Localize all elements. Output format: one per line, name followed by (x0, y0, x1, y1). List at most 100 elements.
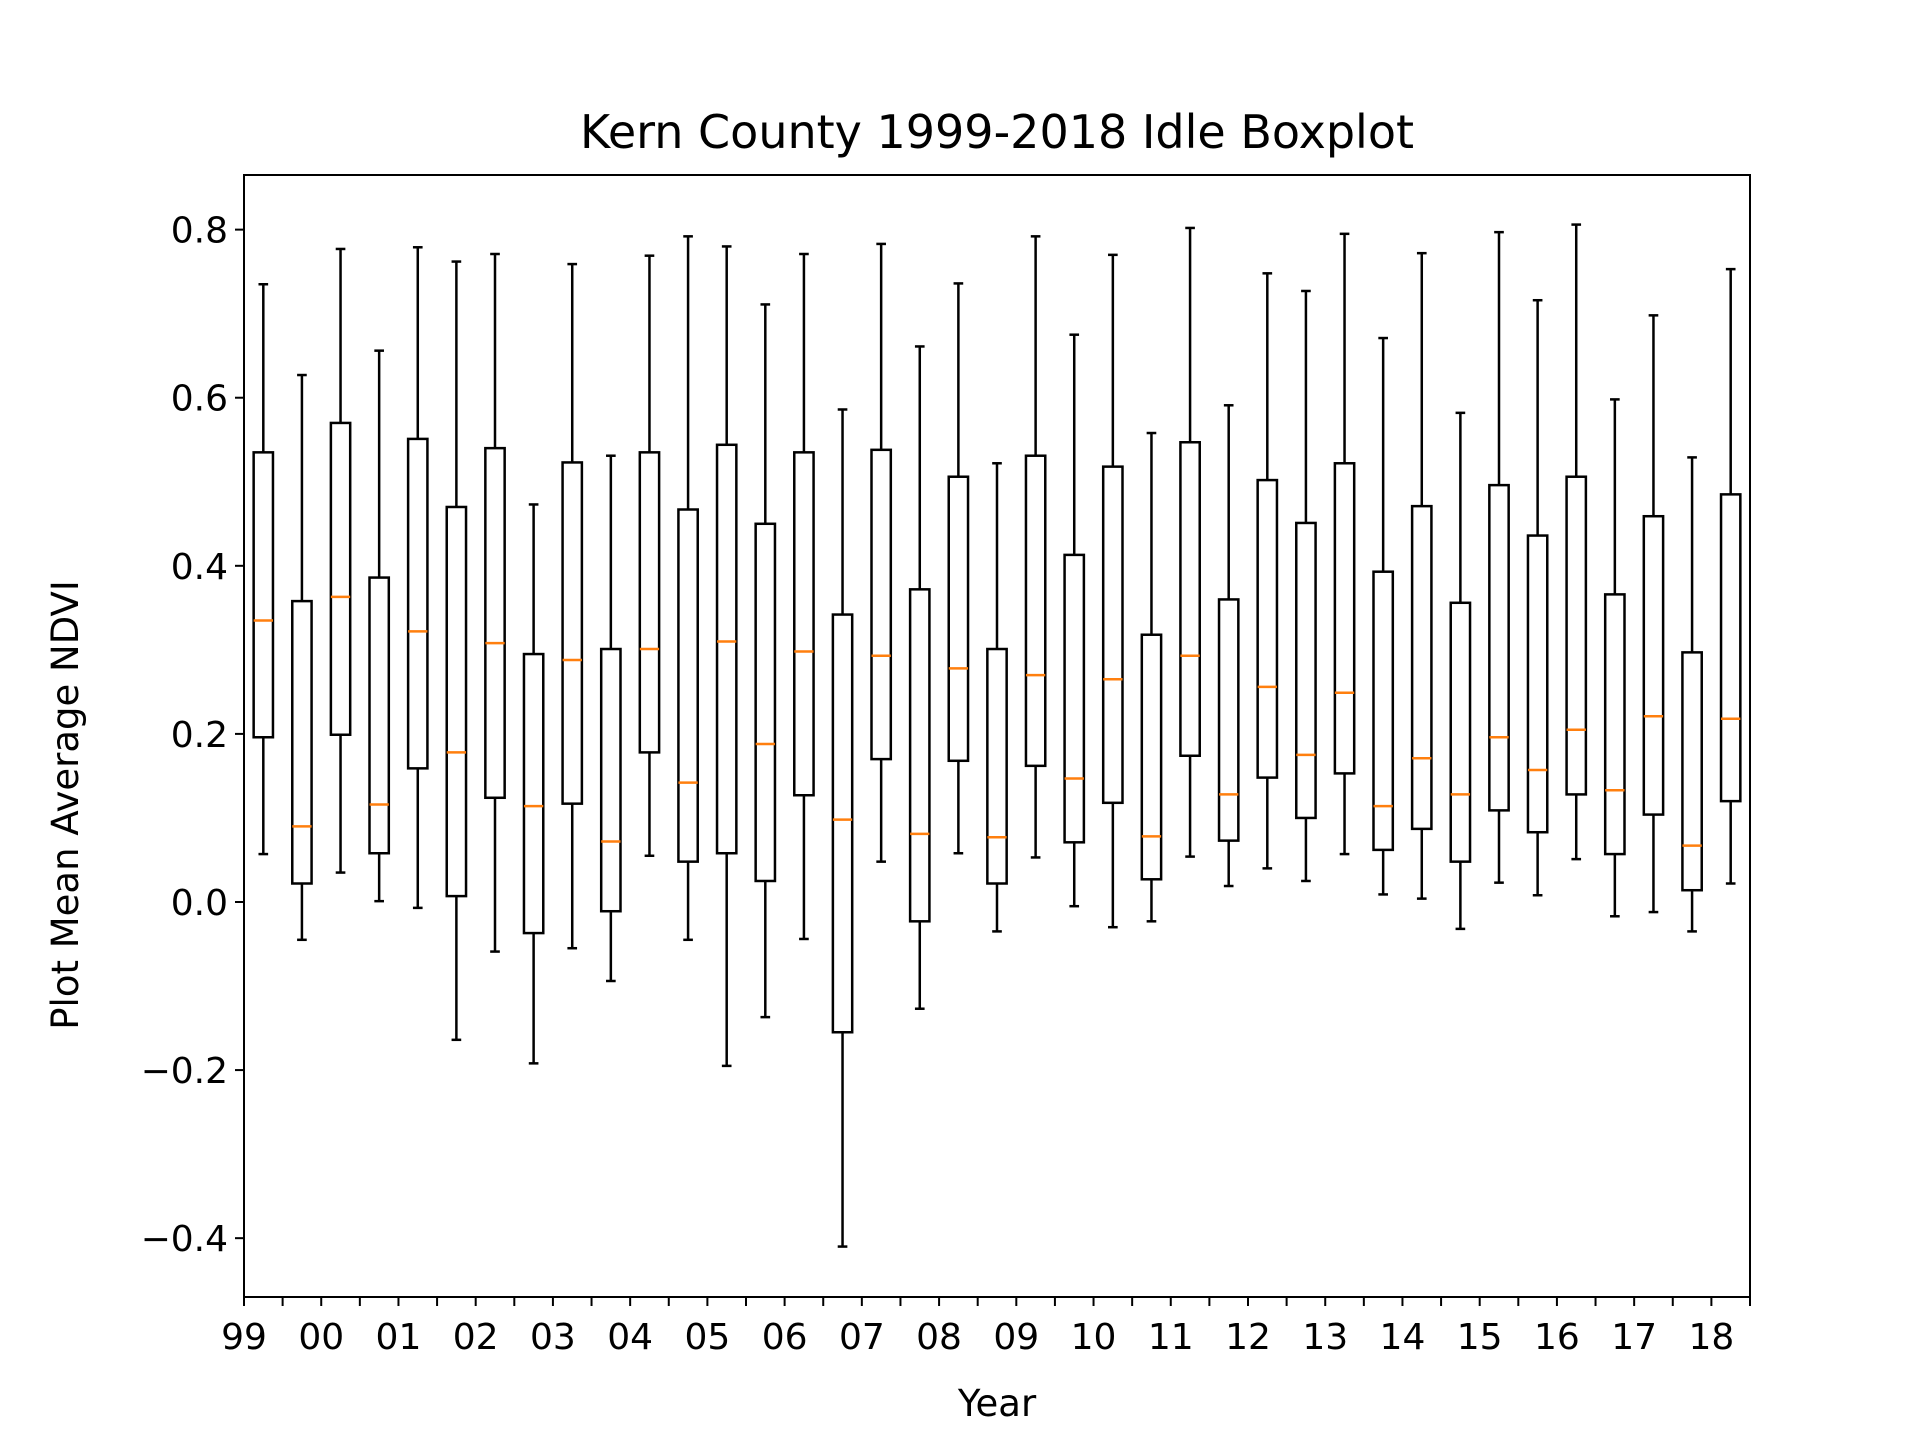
x-tick-label: 16 (1534, 1317, 1580, 1358)
box-12 (677, 235, 699, 942)
x-axis-ticks: 99 00 01 02 03 04 05 06 07 08 09 10 11 12 13 14 15 16 17 18 (221, 1297, 1751, 1358)
box-34 (1526, 298, 1549, 897)
x-tick-label: 08 (916, 1317, 962, 1358)
x-tick-label: 13 (1302, 1317, 1348, 1358)
x-tick-label: 99 (221, 1317, 267, 1358)
box-24 (1140, 431, 1163, 923)
boxes-group (252, 223, 1742, 1248)
box-iqr (1256, 478, 1279, 779)
y-axis-ticks: 0.8 0.6 0.4 0.2 0.0 −0.2 −0.4 (141, 211, 244, 1260)
box-1 (252, 283, 275, 856)
box-37 (1642, 314, 1665, 914)
box-iqr (1024, 454, 1047, 768)
box-iqr (1063, 553, 1086, 844)
box-iqr (484, 446, 506, 800)
x-tick-label: 14 (1380, 1317, 1426, 1358)
box-2 (291, 373, 313, 942)
box-iqr (870, 448, 893, 761)
box-16 (831, 408, 854, 1248)
box-35 (1565, 223, 1588, 861)
box-15 (793, 252, 815, 941)
x-tick-label: 01 (376, 1317, 422, 1358)
x-tick-label: 18 (1688, 1317, 1734, 1358)
box-6 (445, 260, 468, 1042)
box-36 (1603, 398, 1626, 918)
box-30 (1372, 336, 1395, 896)
y-tick-label: 0.6 (171, 379, 228, 420)
x-tick-label: 11 (1148, 1317, 1194, 1358)
box-31 (1410, 251, 1433, 900)
box-iqr (599, 647, 622, 913)
box-5 (406, 246, 429, 910)
y-tick-label: 0.4 (171, 547, 228, 588)
box-iqr (1565, 475, 1588, 796)
box-iqr (1295, 521, 1317, 820)
box-iqr (1603, 593, 1626, 856)
box-iqr (1217, 598, 1240, 842)
box-4 (368, 349, 391, 903)
box-18 (908, 345, 931, 1010)
box-iqr (1140, 633, 1163, 881)
box-29 (1333, 232, 1356, 856)
box-iqr (986, 647, 1008, 885)
y-tick-label: 0.2 (171, 715, 228, 756)
box-25 (1179, 226, 1201, 858)
y-tick-label: −0.2 (141, 1051, 228, 1092)
box-28 (1295, 289, 1317, 883)
x-tick-label: 06 (762, 1317, 808, 1358)
box-3 (329, 247, 352, 874)
box-iqr (677, 508, 699, 863)
chart-title: Kern County 1999-2018 Idle Boxplot (580, 105, 1414, 159)
box-21 (1024, 235, 1047, 859)
box-13 (715, 245, 738, 1068)
box-iqr (1488, 483, 1510, 812)
box-iqr (1526, 534, 1549, 834)
box-iqr (1372, 570, 1395, 852)
box-iqr (445, 505, 468, 898)
box-7 (484, 252, 506, 953)
box-iqr (1410, 504, 1433, 831)
box-iqr (1449, 601, 1472, 863)
box-23 (1101, 253, 1124, 929)
box-iqr (329, 421, 352, 736)
box-iqr (1101, 465, 1124, 805)
x-tick-label: 05 (684, 1317, 730, 1358)
box-20 (986, 462, 1008, 933)
x-tick-label: 04 (607, 1317, 653, 1358)
box-iqr (252, 451, 275, 739)
y-tick-label: −0.4 (141, 1219, 228, 1260)
box-iqr (1333, 462, 1356, 775)
x-tick-label: 03 (530, 1317, 576, 1358)
box-38 (1681, 456, 1703, 933)
box-11 (638, 254, 661, 858)
box-14 (754, 303, 777, 1019)
box-iqr (638, 451, 661, 754)
x-tick-label: 07 (839, 1317, 885, 1358)
box-iqr (561, 461, 584, 805)
box-39 (1719, 267, 1742, 885)
box-iqr (522, 652, 545, 935)
box-iqr (754, 522, 777, 883)
box-32 (1449, 411, 1472, 931)
box-26 (1217, 404, 1240, 888)
y-axis-label: Plot Mean Average NDVI (44, 580, 87, 1030)
x-tick-label: 10 (1071, 1317, 1117, 1358)
plot-frame (243, 174, 1751, 1298)
box-iqr (715, 443, 738, 855)
box-iqr (1681, 651, 1703, 892)
x-tick-label: 12 (1225, 1317, 1271, 1358)
box-iqr (793, 451, 815, 797)
x-tick-label: 15 (1457, 1317, 1503, 1358)
box-19 (947, 282, 970, 855)
box-27 (1256, 272, 1279, 870)
y-tick-label: 0.0 (171, 883, 228, 924)
x-tick-label: 00 (298, 1317, 344, 1358)
box-22 (1063, 333, 1086, 908)
box-iqr (908, 588, 931, 923)
box-iqr (1179, 441, 1201, 758)
x-tick-label: 17 (1611, 1317, 1657, 1358)
box-iqr (406, 437, 429, 770)
x-tick-label: 02 (453, 1317, 499, 1358)
